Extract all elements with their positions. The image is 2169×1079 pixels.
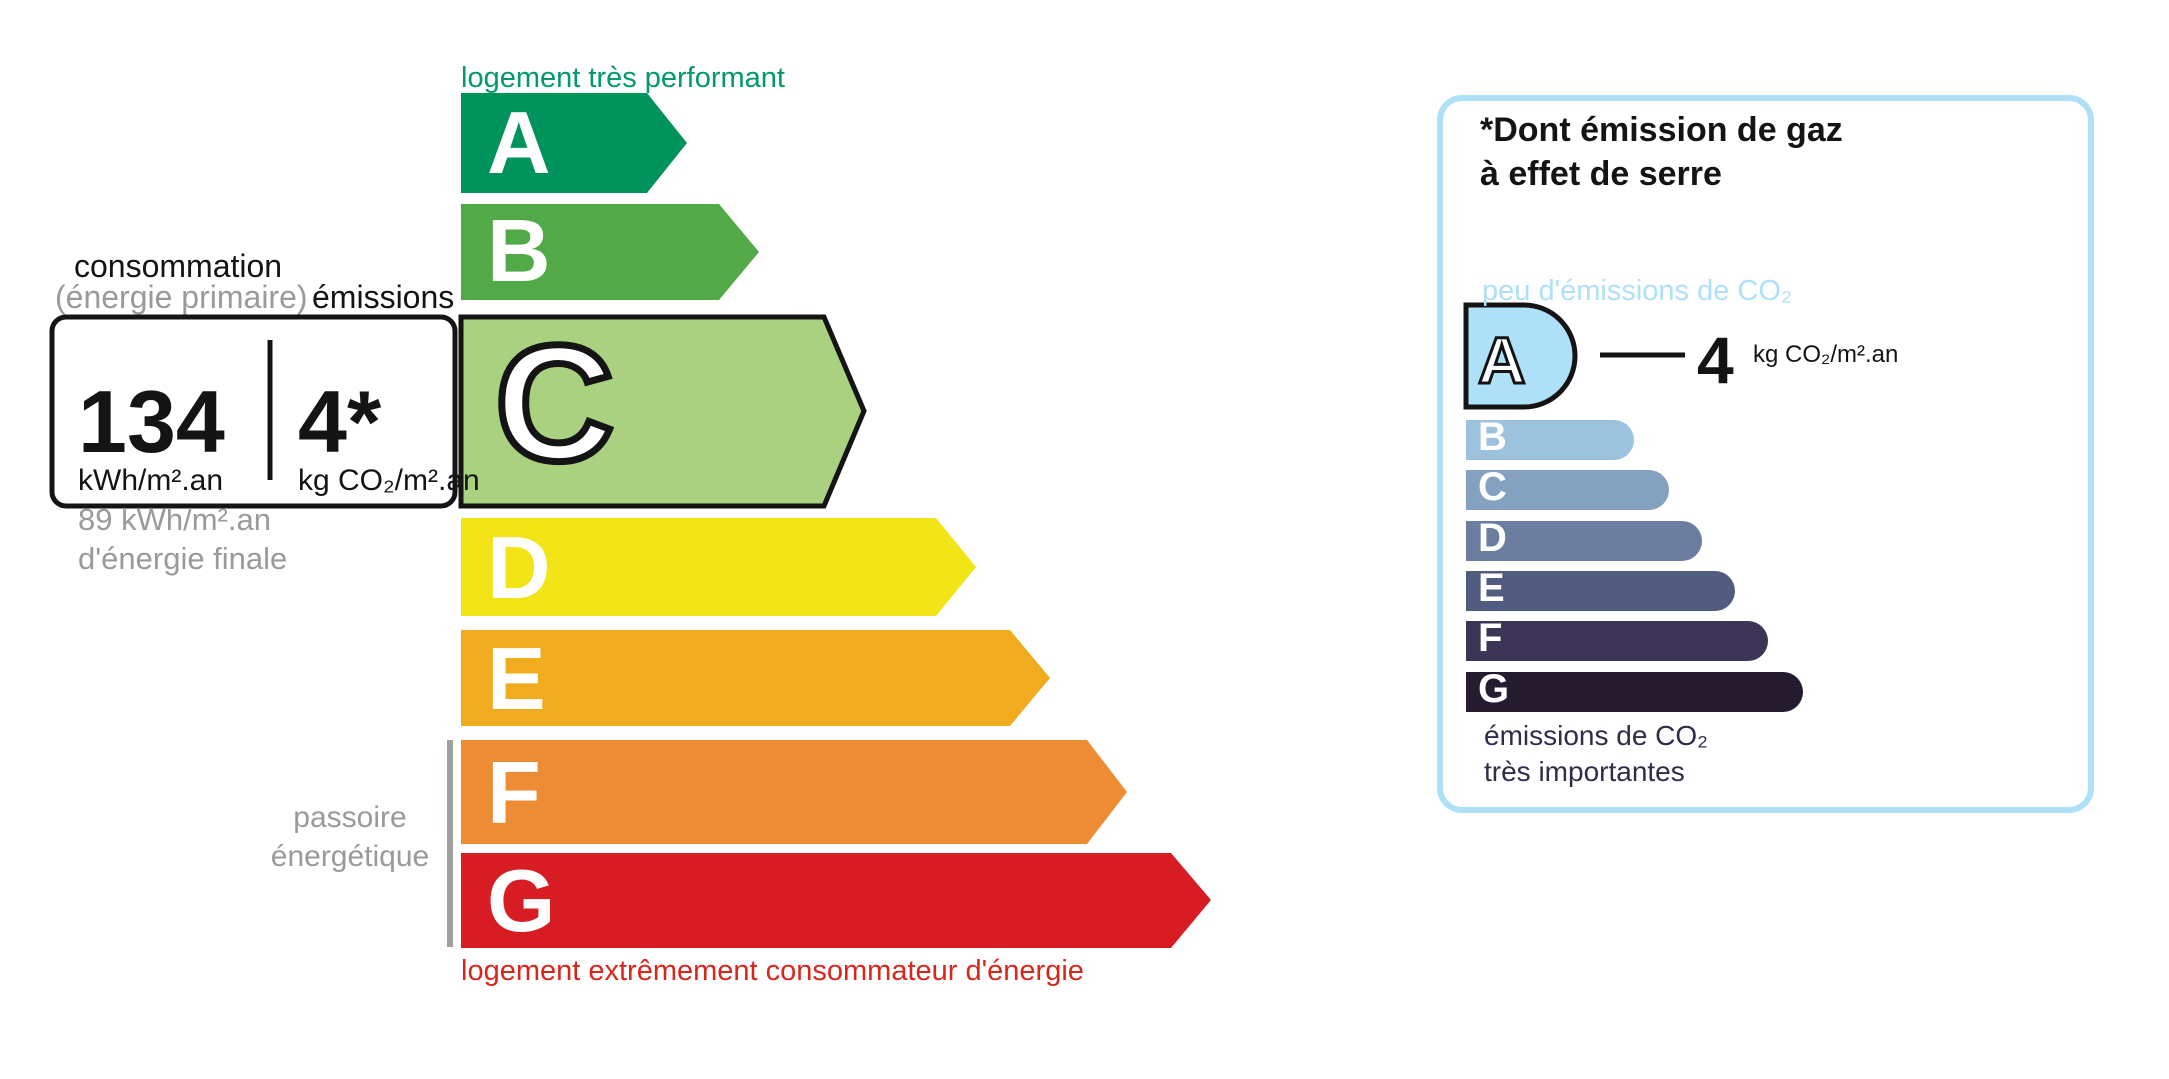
svg-text:kg CO₂/m².an: kg CO₂/m².an	[1753, 341, 1898, 368]
svg-text:4: 4	[1697, 323, 1734, 397]
svg-text:G: G	[1478, 667, 1509, 711]
svg-text:D: D	[1478, 516, 1507, 560]
svg-text:C: C	[1478, 465, 1507, 509]
svg-text:E: E	[1478, 566, 1505, 610]
svg-text:A: A	[1478, 323, 1526, 397]
svg-text:F: F	[1478, 616, 1502, 660]
svg-text:B: B	[1478, 415, 1507, 459]
